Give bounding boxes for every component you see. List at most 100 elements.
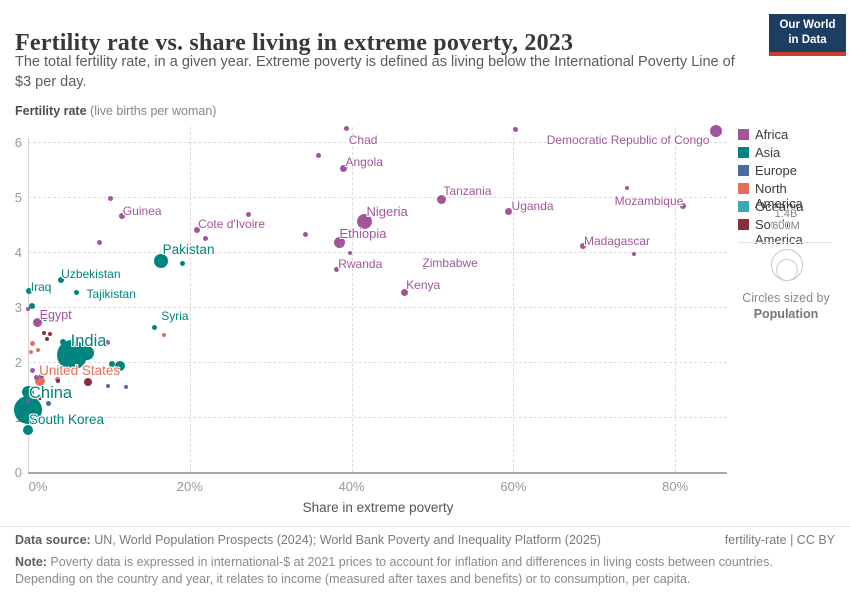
license-text[interactable]: fertility-rate | CC BY bbox=[724, 533, 835, 547]
point-label[interactable]: Pakistan bbox=[162, 241, 215, 257]
x-tick-label: 80% bbox=[662, 479, 689, 494]
point-label[interactable]: Uganda bbox=[511, 198, 554, 213]
scatter-point[interactable] bbox=[315, 152, 321, 158]
scatter-point[interactable] bbox=[23, 425, 33, 436]
scatter-point[interactable] bbox=[625, 186, 630, 191]
point-label[interactable]: South Korea bbox=[29, 412, 105, 428]
scatter-point[interactable] bbox=[42, 317, 47, 322]
point-label[interactable]: Guinea bbox=[122, 204, 162, 219]
scatter-point[interactable] bbox=[357, 213, 373, 229]
scatter-point[interactable] bbox=[35, 376, 46, 387]
point-label[interactable]: Cote d'Ivoire bbox=[198, 217, 266, 231]
point-label[interactable]: Democratic Republic of Congo bbox=[546, 133, 710, 147]
point-label[interactable]: Syria bbox=[161, 308, 189, 323]
point-label[interactable]: Tajikistan bbox=[86, 287, 136, 302]
gridline-x bbox=[675, 127, 677, 472]
scatter-point[interactable] bbox=[58, 277, 65, 284]
point-label[interactable]: Uzbekistan bbox=[61, 267, 121, 282]
point-label[interactable]: India bbox=[70, 331, 107, 350]
scatter-point[interactable] bbox=[302, 232, 308, 238]
scatter-point[interactable] bbox=[47, 331, 52, 336]
scatter-point[interactable] bbox=[180, 260, 186, 266]
scatter-point[interactable] bbox=[44, 336, 49, 341]
size-legend-caption-line1: Circles sized by bbox=[742, 291, 830, 305]
point-label[interactable]: Kenya bbox=[406, 278, 441, 293]
scatter-point[interactable] bbox=[104, 340, 110, 346]
scatter-point[interactable] bbox=[202, 235, 208, 241]
scatter-point[interactable] bbox=[710, 125, 723, 137]
scatter-point[interactable] bbox=[83, 377, 92, 386]
scatter-point[interactable] bbox=[512, 127, 518, 133]
scatter-point[interactable] bbox=[153, 253, 168, 268]
scatter-point[interactable] bbox=[80, 346, 95, 361]
scatter-point[interactable] bbox=[38, 395, 43, 400]
owid-logo[interactable]: Our World in Data bbox=[769, 14, 846, 56]
scatter-point[interactable] bbox=[30, 341, 36, 347]
legend-label: Asia bbox=[755, 145, 781, 160]
scatter-point[interactable] bbox=[29, 385, 34, 390]
scatter-point[interactable] bbox=[25, 398, 31, 405]
scatter-point[interactable] bbox=[333, 236, 345, 248]
scatter-point[interactable] bbox=[505, 208, 513, 216]
scatter-point[interactable] bbox=[108, 195, 114, 201]
scatter-point[interactable] bbox=[30, 368, 36, 374]
scatter-point[interactable] bbox=[340, 165, 347, 173]
point-label[interactable]: Egypt bbox=[39, 307, 72, 322]
scatter-point[interactable] bbox=[29, 350, 34, 355]
point-label[interactable]: Tanzania bbox=[443, 183, 492, 198]
point-label[interactable]: Nigeria bbox=[366, 204, 408, 220]
point-label[interactable]: Chad bbox=[348, 132, 378, 147]
point-label[interactable]: Madagascar bbox=[583, 233, 651, 248]
scatter-point[interactable] bbox=[45, 400, 51, 406]
x-tick-label: 20% bbox=[176, 479, 203, 494]
scatter-point[interactable] bbox=[33, 318, 43, 328]
point-label[interactable]: Angola bbox=[345, 154, 383, 169]
scatter-point[interactable] bbox=[74, 289, 80, 295]
scatter-point[interactable] bbox=[436, 195, 446, 205]
y-axis-title-units: (live births per woman) bbox=[86, 104, 217, 118]
note-line: Note: Poverty data is expressed in inter… bbox=[15, 554, 775, 588]
y-tick-label: 5 bbox=[14, 190, 22, 205]
scatter-point[interactable] bbox=[35, 347, 40, 352]
scatter-point[interactable] bbox=[55, 379, 60, 384]
scatter-point[interactable] bbox=[33, 375, 39, 381]
scatter-point[interactable] bbox=[245, 211, 251, 217]
point-label[interactable]: Ethiopia bbox=[339, 226, 387, 242]
scatter-point[interactable] bbox=[347, 251, 352, 256]
point-label[interactable]: United States bbox=[39, 363, 121, 379]
scatter-point[interactable] bbox=[39, 372, 45, 378]
note-label: Note: bbox=[15, 555, 47, 569]
scatter-point[interactable] bbox=[333, 266, 339, 272]
point-label[interactable]: Zimbabwe bbox=[422, 255, 478, 270]
scatter-point[interactable] bbox=[25, 288, 32, 295]
point-label[interactable]: Rwanda bbox=[338, 257, 383, 272]
scatter-point[interactable] bbox=[54, 376, 60, 382]
size-legend-caption-line2: Population bbox=[753, 306, 819, 321]
scatter-point[interactable] bbox=[41, 388, 46, 393]
y-tick-label: 2 bbox=[14, 355, 22, 370]
point-label[interactable]: Mozambique bbox=[614, 193, 684, 208]
scatter-point[interactable] bbox=[29, 302, 36, 309]
scatter-point[interactable] bbox=[106, 384, 111, 389]
scatter-point[interactable] bbox=[42, 330, 47, 335]
scatter-point[interactable] bbox=[123, 384, 128, 389]
scatter-point[interactable] bbox=[421, 264, 427, 270]
scatter-point[interactable] bbox=[344, 126, 350, 132]
scatter-point[interactable] bbox=[579, 242, 586, 249]
scatter-point[interactable] bbox=[59, 339, 66, 346]
scatter-point[interactable] bbox=[400, 288, 408, 296]
scatter-point[interactable] bbox=[151, 325, 157, 331]
scatter-point[interactable] bbox=[26, 307, 30, 312]
scatter-point[interactable] bbox=[680, 202, 687, 209]
scatter-point[interactable] bbox=[161, 333, 166, 338]
scatter-point[interactable] bbox=[96, 239, 102, 245]
y-tick-label: 6 bbox=[14, 135, 22, 150]
scatter-point[interactable] bbox=[118, 213, 125, 220]
point-label[interactable]: China bbox=[29, 383, 73, 402]
point-label[interactable]: Iraq bbox=[30, 280, 52, 295]
scatter-point[interactable] bbox=[115, 360, 126, 371]
scatter-point[interactable] bbox=[109, 361, 116, 368]
scatter-point[interactable] bbox=[194, 227, 201, 233]
y-tick-label: 4 bbox=[14, 245, 22, 260]
scatter-point[interactable] bbox=[631, 252, 636, 257]
